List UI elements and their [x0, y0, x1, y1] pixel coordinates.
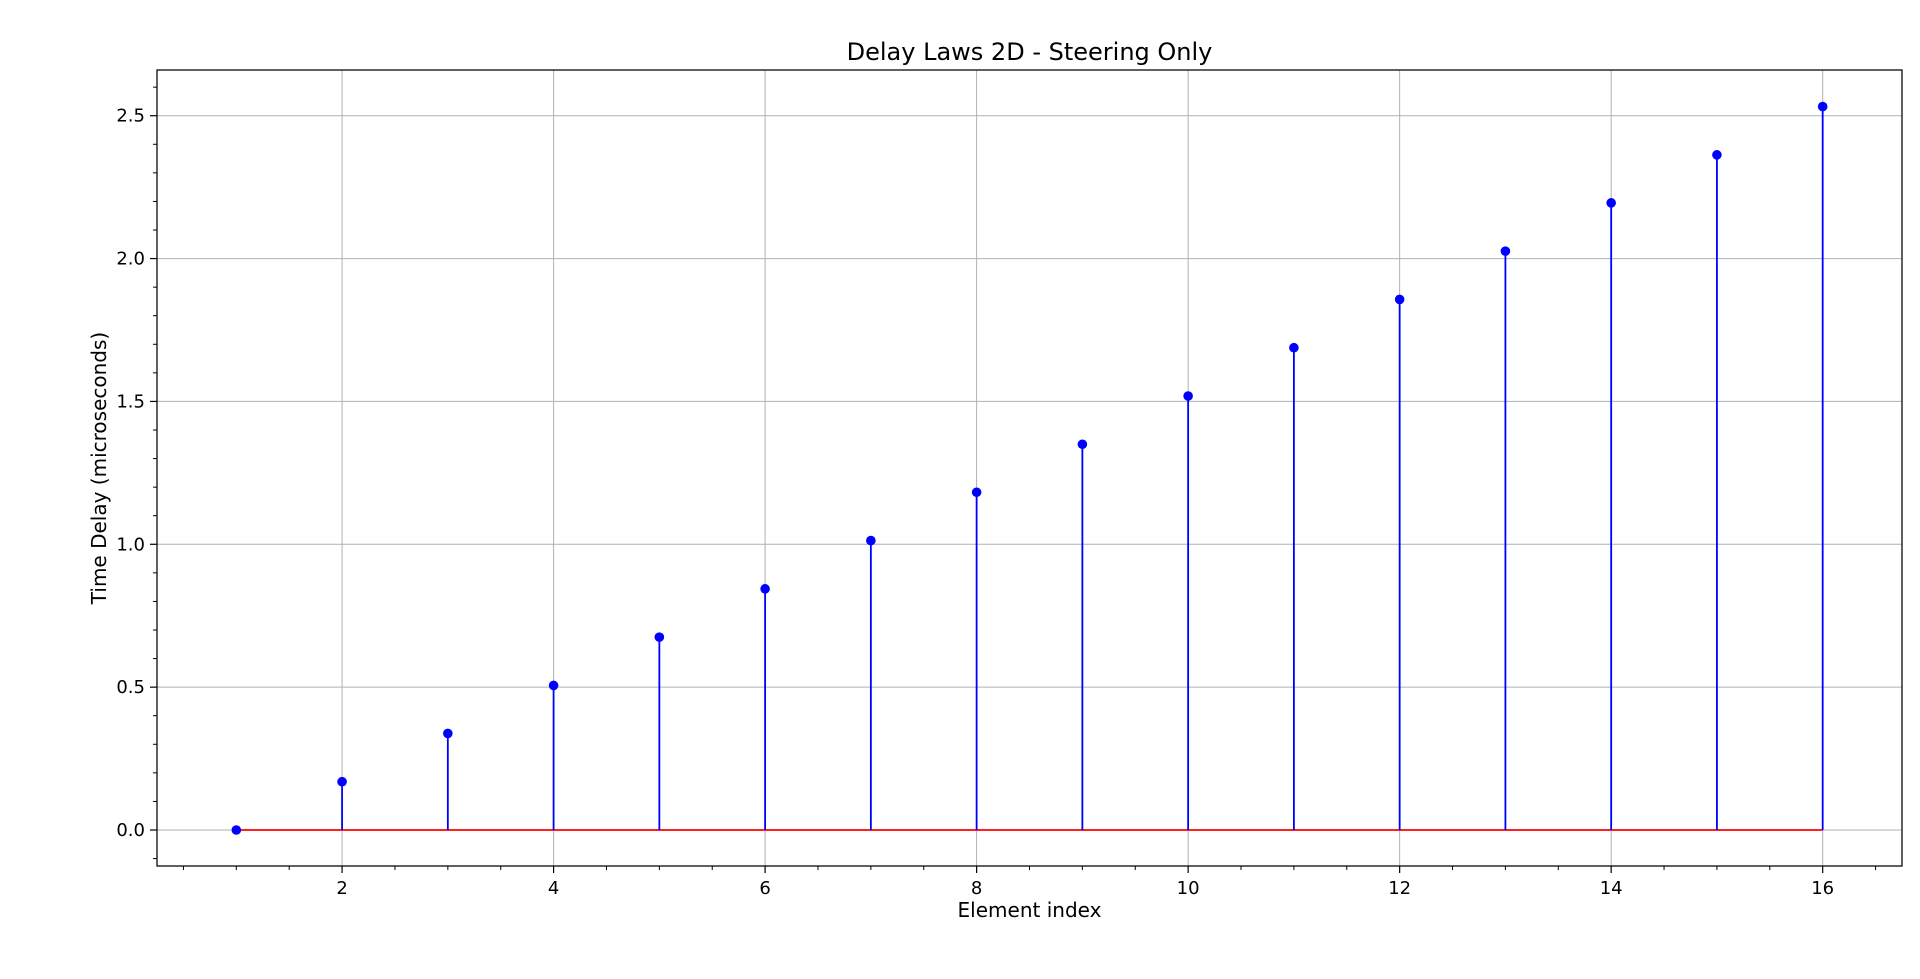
stem-marker	[1077, 439, 1088, 450]
stem-marker	[1500, 246, 1511, 256]
stem-marker	[1394, 294, 1405, 305]
grid	[157, 70, 1902, 866]
x-tick-label: 6	[759, 878, 770, 899]
stem-marker	[971, 487, 982, 498]
chart-title: Delay Laws 2D - Steering Only	[847, 38, 1213, 66]
x-tick-label: 4	[548, 878, 559, 899]
stem-marker	[231, 825, 242, 835]
stem-marker	[1712, 150, 1722, 160]
y-tick-label: 1.0	[116, 534, 145, 555]
stem-marker	[866, 535, 876, 546]
markers	[231, 101, 1828, 835]
stem-marker	[1817, 101, 1828, 112]
x-tick-label: 14	[1600, 878, 1623, 899]
x-tick-label: 2	[336, 878, 347, 899]
tick-labels: 2 4 6 8 10 12 14 16 0.0 0.5 1.0 1.5 2.0 2.5	[116, 106, 1834, 899]
stem-marker	[337, 776, 347, 787]
y-tick-label: 1.5	[116, 391, 145, 412]
x-tick-label: 8	[971, 878, 982, 899]
stem-marker	[760, 584, 770, 594]
x-tick-label: 12	[1388, 878, 1411, 899]
x-tick-label: 10	[1177, 878, 1200, 899]
stems	[341, 106, 1824, 830]
stem-marker	[1183, 391, 1193, 401]
y-tick-label: 2.0	[116, 249, 145, 270]
stem-marker	[1289, 342, 1299, 353]
y-tick-label: 0.0	[116, 820, 145, 841]
x-tick-label: 16	[1811, 878, 1834, 899]
stem-marker	[1606, 198, 1616, 208]
axis-ticks	[150, 86, 1877, 873]
stem-marker	[548, 680, 559, 691]
plot-frame	[156, 69, 1903, 867]
y-tick-label: 0.5	[116, 677, 145, 698]
stem-marker	[443, 728, 453, 739]
x-axis-label: Element index	[958, 898, 1102, 922]
y-tick-label: 2.5	[116, 106, 145, 127]
y-axis-label: Time Delay (microseconds)	[87, 332, 111, 605]
stem-marker	[654, 632, 665, 642]
